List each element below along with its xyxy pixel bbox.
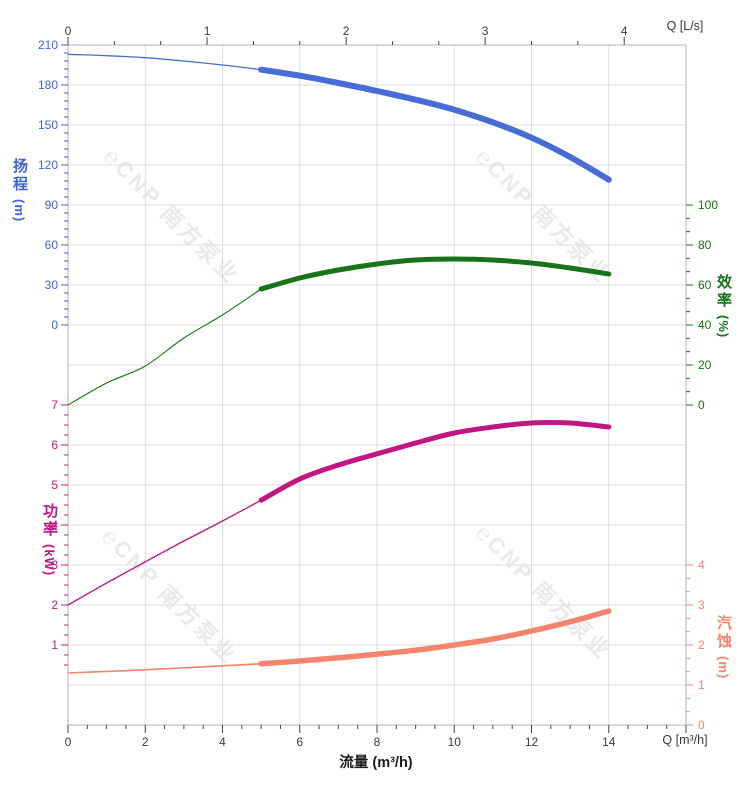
- svg-text:3: 3: [482, 24, 489, 38]
- npsh-axis-title: 汽蚀 (m): [715, 615, 732, 680]
- power-axis-title-text: 功率: [41, 503, 58, 539]
- svg-text:1: 1: [698, 678, 705, 692]
- svg-text:30: 30: [45, 278, 59, 292]
- svg-text:4: 4: [698, 558, 705, 572]
- svg-text:3: 3: [698, 598, 705, 612]
- svg-text:1: 1: [204, 24, 211, 38]
- svg-text:7: 7: [51, 398, 58, 412]
- grid: [68, 45, 686, 725]
- svg-text:14: 14: [602, 735, 616, 749]
- svg-text:4: 4: [51, 518, 58, 532]
- svg-text:6: 6: [296, 735, 303, 749]
- svg-text:0: 0: [65, 735, 72, 749]
- head-axis: 0 30 60 90 120 150 180 210: [38, 38, 68, 332]
- svg-text:2: 2: [343, 24, 350, 38]
- npsh-axis-title-text: 汽蚀: [715, 615, 732, 651]
- svg-text:60: 60: [45, 238, 59, 252]
- svg-text:0: 0: [65, 24, 72, 38]
- head-axis-title-text: 扬程: [11, 158, 28, 194]
- svg-text:4: 4: [219, 735, 226, 749]
- svg-text:0: 0: [698, 398, 705, 412]
- flow-axis-title: 流量 (m³/h): [339, 755, 413, 771]
- efficiency-axis-title: 效率 (%): [715, 274, 732, 339]
- top-axis: 0 1 2 3 4: [65, 24, 628, 45]
- bottom-axis: 0 2 4 6 8 10 12 14: [65, 725, 687, 749]
- svg-text:210: 210: [38, 38, 58, 52]
- power-axis-title: 功率 (kW): [41, 503, 58, 577]
- svg-text:80: 80: [698, 238, 712, 252]
- efficiency-axis-unit: (%): [716, 315, 731, 339]
- npsh-axis-unit: (m): [716, 656, 731, 680]
- svg-text:2: 2: [698, 638, 705, 652]
- power-axis: 1 2 3 4 5 6 7: [51, 398, 68, 666]
- svg-text:180: 180: [38, 78, 58, 92]
- svg-text:12: 12: [525, 735, 539, 749]
- svg-text:2: 2: [51, 598, 58, 612]
- svg-text:0: 0: [698, 718, 705, 732]
- svg-text:60: 60: [698, 278, 712, 292]
- svg-text:120: 120: [38, 158, 58, 172]
- efficiency-axis: 0 20 40 60 80 100: [686, 198, 718, 412]
- svg-text:8: 8: [374, 735, 381, 749]
- efficiency-curve: [67, 256, 612, 406]
- svg-text:3: 3: [51, 558, 58, 572]
- svg-text:2: 2: [142, 735, 149, 749]
- svg-text:100: 100: [698, 198, 718, 212]
- head-axis-unit: (m): [12, 199, 27, 223]
- head-axis-title: 扬程 (m): [11, 158, 28, 223]
- npsh-axis: 0 1 2 3 4: [686, 558, 705, 732]
- efficiency-axis-title-text: 效率: [715, 274, 732, 310]
- svg-text:20: 20: [698, 358, 712, 372]
- svg-text:150: 150: [38, 118, 58, 132]
- svg-text:10: 10: [448, 735, 462, 749]
- head-curve: [67, 53, 612, 183]
- top-axis-unit-label: Q [L/s]: [666, 19, 704, 33]
- svg-text:4: 4: [621, 24, 628, 38]
- power-axis-unit: (kW): [42, 544, 57, 577]
- svg-text:5: 5: [51, 478, 58, 492]
- svg-text:90: 90: [45, 198, 59, 212]
- svg-text:40: 40: [698, 318, 712, 332]
- svg-text:6: 6: [51, 438, 58, 452]
- svg-text:0: 0: [51, 318, 58, 332]
- power-curve: [67, 419, 612, 606]
- bottom-axis-unit-label: Q [m³/h]: [662, 733, 708, 747]
- svg-text:1: 1: [51, 638, 58, 652]
- npsh-curve: [67, 608, 612, 674]
